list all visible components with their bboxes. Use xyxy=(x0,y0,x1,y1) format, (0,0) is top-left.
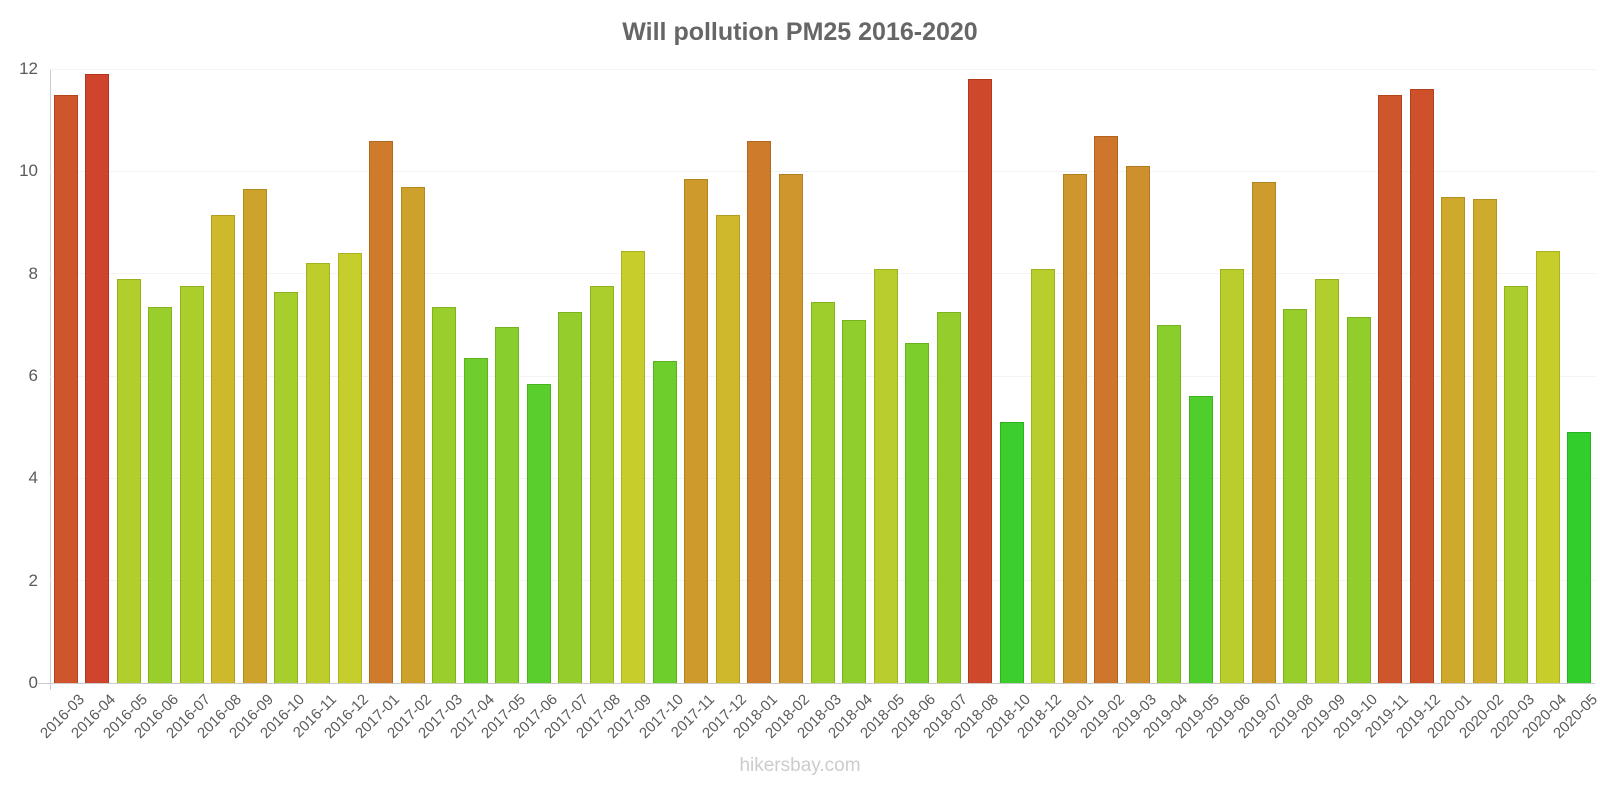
chart-bar-2017-10[interactable] xyxy=(652,360,677,683)
chart-bar-2019-10[interactable] xyxy=(1346,317,1371,683)
y-tick-label-8: 8 xyxy=(28,263,38,283)
chart-bar-2016-12[interactable] xyxy=(337,253,362,683)
chart-bar-2019-07[interactable] xyxy=(1251,181,1276,683)
chart-bar-2017-07[interactable] xyxy=(558,312,583,683)
chart-bar-2019-01[interactable] xyxy=(1062,173,1087,683)
chart-bar-2017-01[interactable] xyxy=(369,140,394,683)
chart-bar-2017-08[interactable] xyxy=(589,286,614,683)
y-tick-label-0: 0 xyxy=(28,673,38,692)
chart-bar-2017-02[interactable] xyxy=(400,186,425,683)
chart-bar-2019-05[interactable] xyxy=(1188,396,1213,683)
y-tick-label-10: 10 xyxy=(19,161,38,181)
chart-bar-2019-12[interactable] xyxy=(1409,89,1434,683)
y-axis-line xyxy=(50,69,51,690)
chart-bar-2018-06[interactable] xyxy=(905,342,930,683)
chart-bar-2018-10[interactable] xyxy=(999,422,1024,683)
chart-bar-2017-12[interactable] xyxy=(715,214,740,683)
chart-bar-2016-06[interactable] xyxy=(148,306,173,683)
chart-bar-2019-09[interactable] xyxy=(1314,278,1339,683)
chart-bar-2016-05[interactable] xyxy=(116,278,141,683)
chart-bar-2018-01[interactable] xyxy=(747,140,772,683)
x-axis-line xyxy=(38,683,1595,684)
chart-title: Will pollution PM25 2016-2020 xyxy=(622,18,978,46)
gridline-y8 xyxy=(50,273,1595,275)
chart-bar-2017-11[interactable] xyxy=(684,179,709,683)
chart-bar-2018-08[interactable] xyxy=(968,79,993,683)
y-tick-label-12: 12 xyxy=(19,59,38,78)
chart-bar-2016-10[interactable] xyxy=(274,291,299,683)
chart-bar-2017-06[interactable] xyxy=(526,383,551,683)
chart-bar-2017-03[interactable] xyxy=(432,306,457,683)
chart-bar-2019-08[interactable] xyxy=(1283,309,1308,683)
y-tick-label-2: 2 xyxy=(28,570,38,590)
chart-bar-2019-02[interactable] xyxy=(1094,135,1119,683)
gridline-y12 xyxy=(50,68,1595,70)
y-tick-label-4: 4 xyxy=(28,468,38,488)
chart-bar-2020-04[interactable] xyxy=(1535,250,1560,683)
chart-bar-2019-06[interactable] xyxy=(1220,268,1245,683)
chart-bar-2018-12[interactable] xyxy=(1031,268,1056,683)
chart-bar-2016-03[interactable] xyxy=(53,94,78,683)
gridline-y10 xyxy=(50,170,1595,172)
chart-bar-2020-02[interactable] xyxy=(1472,199,1497,683)
chart-bar-2020-03[interactable] xyxy=(1504,286,1529,683)
chart-bar-2019-11[interactable] xyxy=(1378,94,1403,683)
chart-bar-2016-07[interactable] xyxy=(179,286,204,683)
watermark-text: hikersbay.com xyxy=(739,755,861,776)
chart-bar-2016-09[interactable] xyxy=(242,189,267,683)
chart-bar-2017-05[interactable] xyxy=(495,327,520,683)
chart-bar-2020-05[interactable] xyxy=(1567,432,1592,683)
chart-bar-2019-03[interactable] xyxy=(1125,166,1150,683)
chart-bar-2016-04[interactable] xyxy=(85,74,110,683)
chart-bar-2016-11[interactable] xyxy=(306,263,330,683)
chart-bar-2020-01[interactable] xyxy=(1441,196,1466,683)
chart-bar-2018-02[interactable] xyxy=(778,173,803,683)
chart-bar-2018-03[interactable] xyxy=(810,301,835,683)
chart-bar-2017-09[interactable] xyxy=(621,250,646,683)
chart-bar-2018-04[interactable] xyxy=(842,319,867,683)
chart-bar-2019-04[interactable] xyxy=(1157,324,1182,683)
y-tick-label-6: 6 xyxy=(28,366,38,385)
chart-bar-2018-05[interactable] xyxy=(873,268,898,683)
chart-bar-2017-04[interactable] xyxy=(463,358,488,683)
chart-bar-2016-08[interactable] xyxy=(211,214,236,683)
chart-bar-2018-07[interactable] xyxy=(936,312,961,683)
plot-area xyxy=(50,68,1595,683)
